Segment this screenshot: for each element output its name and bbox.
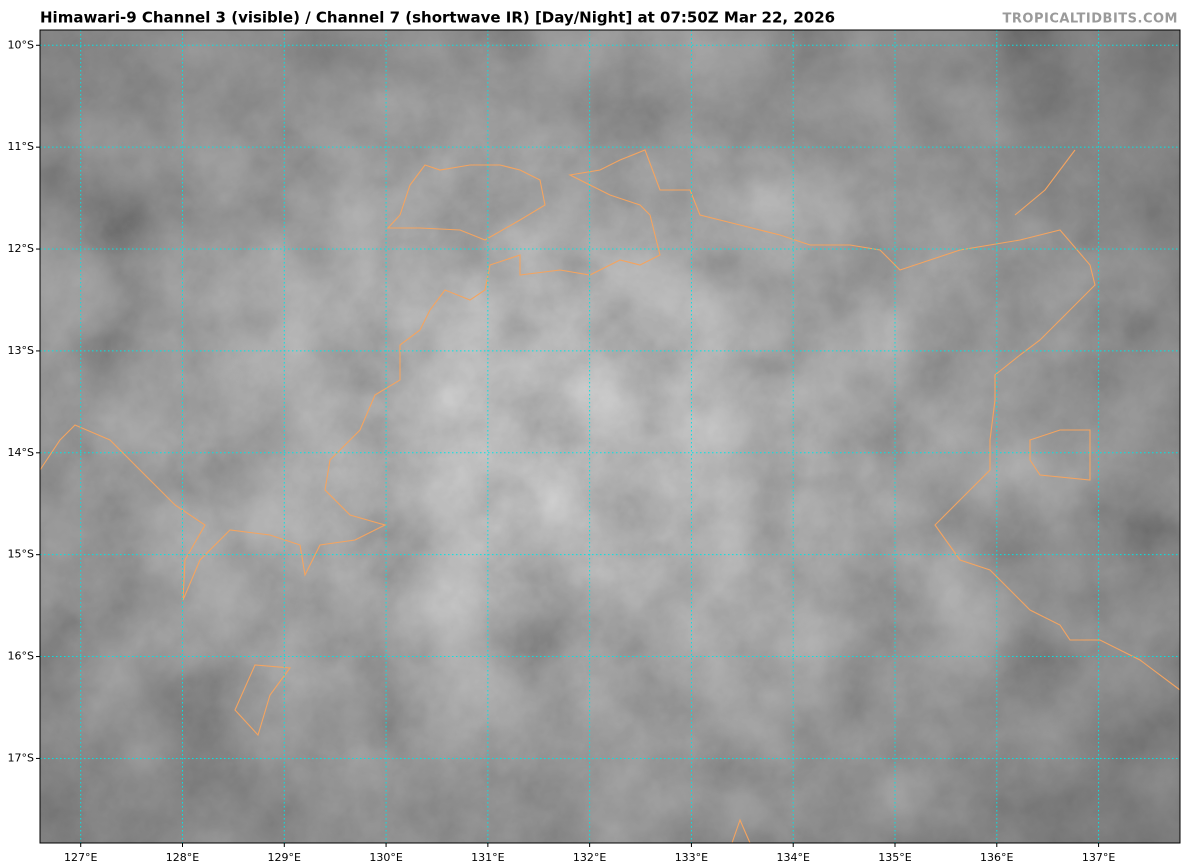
x-tick-label: 129°E [268, 851, 301, 864]
title: Himawari-9 Channel 3 (visible) / Channel… [40, 9, 835, 27]
image-shade [40, 30, 1180, 843]
x-tick-label: 130°E [369, 851, 402, 864]
graticule [40, 30, 1180, 843]
x-tick-label: 131°E [471, 851, 504, 864]
tiwi-islands [386, 164, 546, 241]
x-tick-label: 128°E [166, 851, 199, 864]
coastline-ne [1014, 149, 1076, 216]
coastline-s [731, 818, 751, 844]
x-tick-label: 132°E [573, 851, 606, 864]
x-tick-label: 137°E [1082, 851, 1115, 864]
y-tick-label: 17°S [8, 751, 34, 764]
frame [39, 29, 1181, 844]
x-tick-label: 135°E [878, 851, 911, 864]
y-tick-label: 10°S [8, 38, 34, 51]
x-tick-label: 127°E [64, 851, 97, 864]
x-tick-label: 136°E [980, 851, 1013, 864]
x-tick-label: 133°E [675, 851, 708, 864]
y-tick-label: 13°S [8, 344, 34, 357]
y-tick-label: 12°S [8, 242, 34, 255]
x-tick-label: 134°E [776, 851, 809, 864]
y-tick-label: 14°S [8, 446, 34, 459]
groote-eylandt [1029, 429, 1091, 481]
credit: TROPICALTIDBITS.COM [1003, 12, 1178, 27]
y-tick-label: 15°S [8, 548, 34, 561]
y-tick-label: 11°S [8, 140, 34, 153]
y-tick-label: 16°S [8, 650, 34, 663]
coastline [39, 149, 1181, 691]
coastlines [39, 149, 1181, 844]
island [234, 664, 292, 737]
